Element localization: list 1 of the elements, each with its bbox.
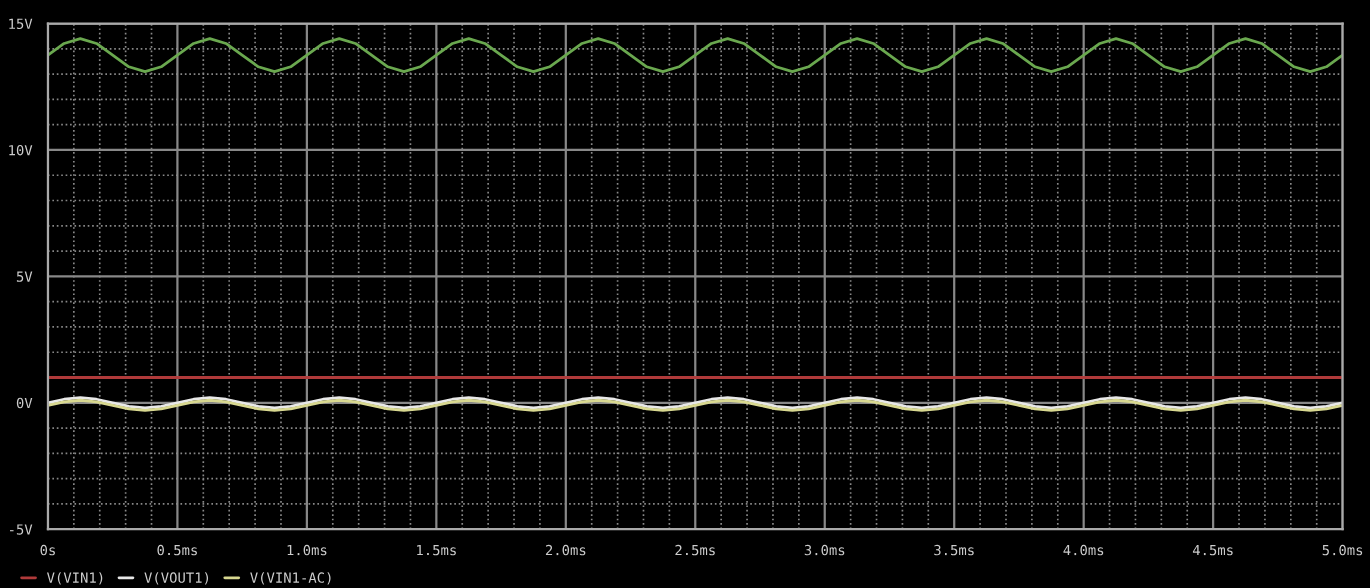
line-series — [47, 37, 1343, 73]
